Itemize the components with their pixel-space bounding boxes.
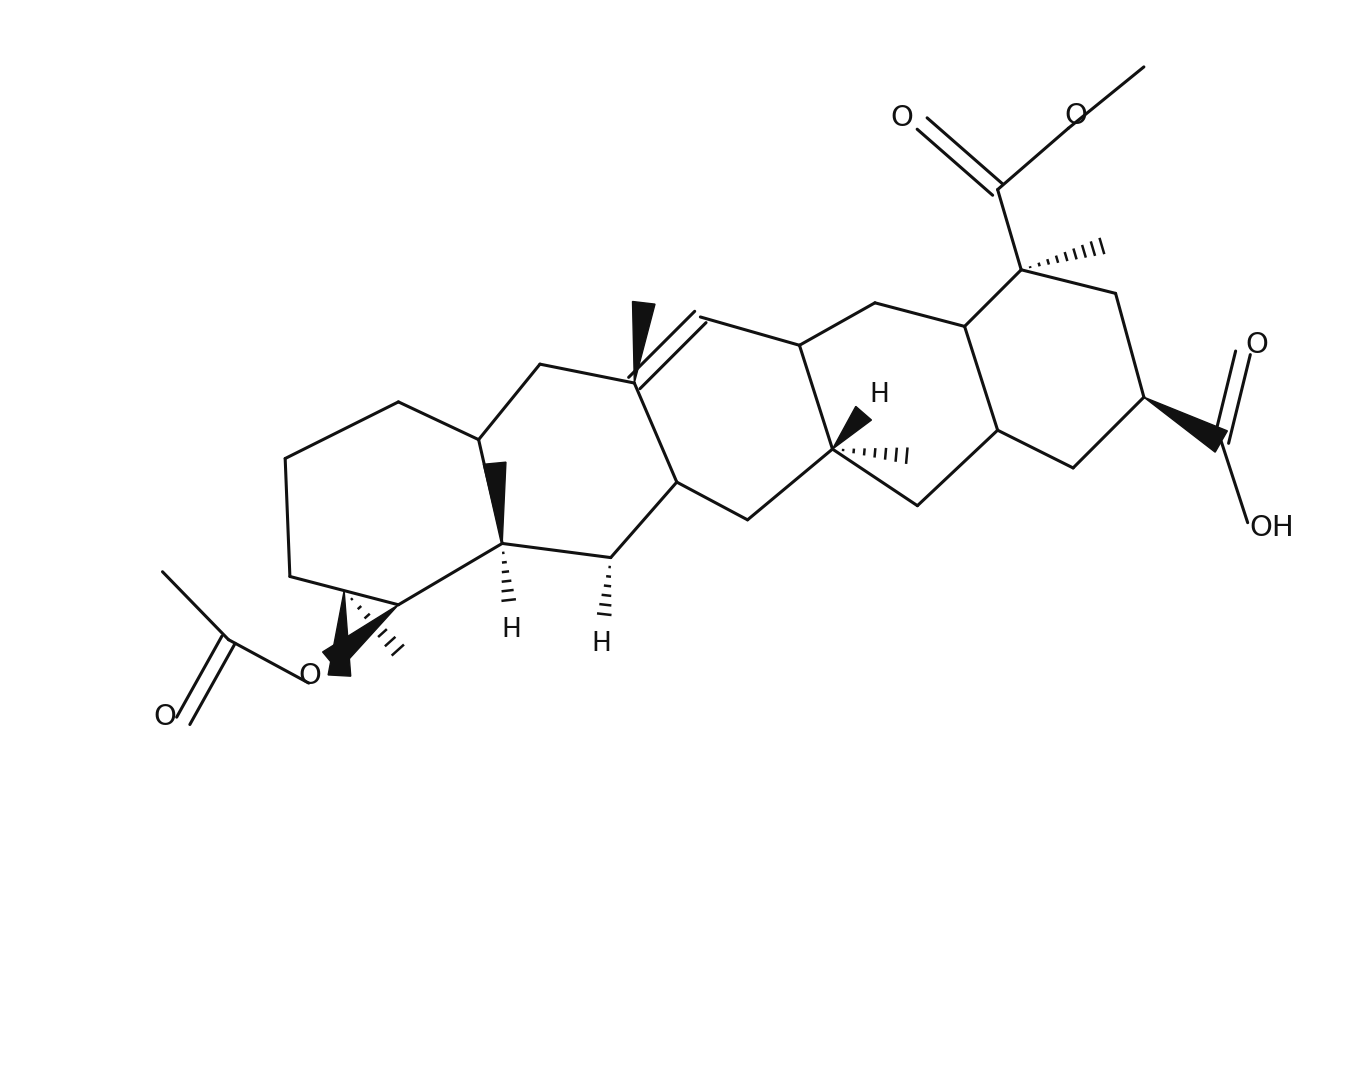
Polygon shape (632, 301, 656, 383)
Text: O: O (1065, 101, 1088, 130)
Text: O: O (153, 703, 176, 732)
Text: H: H (502, 617, 522, 643)
Text: OH: OH (1249, 515, 1293, 543)
Polygon shape (833, 407, 871, 449)
Polygon shape (1144, 397, 1227, 452)
Polygon shape (328, 591, 350, 676)
Text: H: H (592, 631, 611, 658)
Text: H: H (870, 382, 890, 408)
Text: O: O (1246, 331, 1269, 359)
Text: O: O (298, 661, 322, 690)
Polygon shape (484, 462, 506, 544)
Text: O: O (890, 104, 913, 131)
Polygon shape (323, 604, 398, 671)
